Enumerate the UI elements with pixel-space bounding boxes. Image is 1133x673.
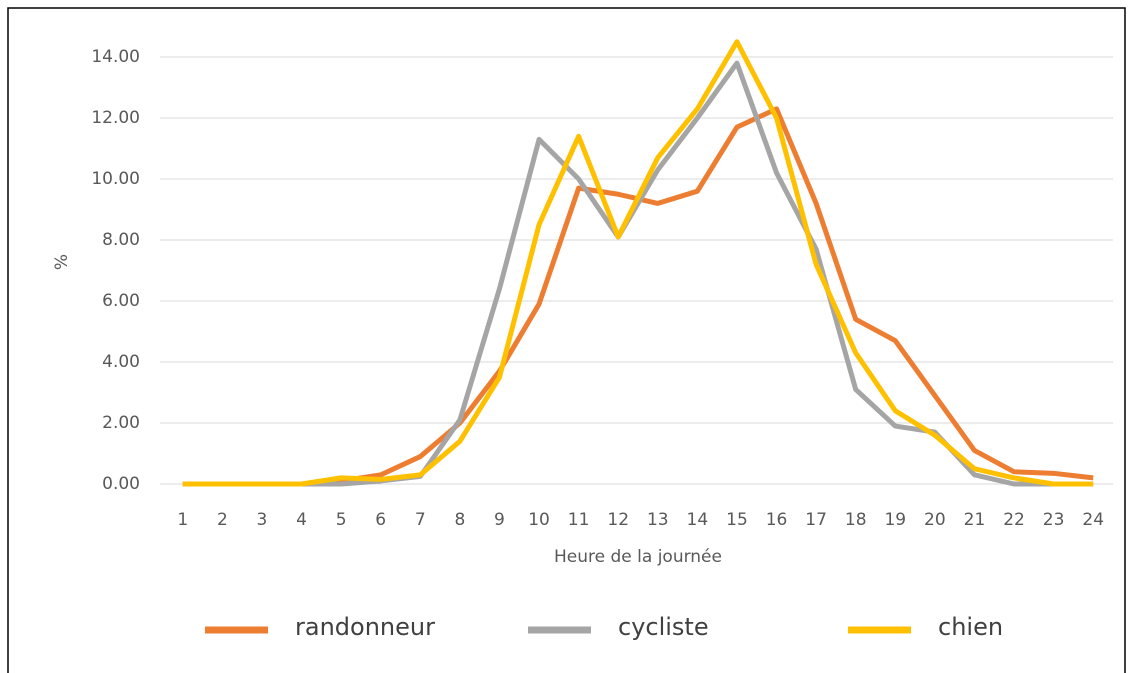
legend-label: chien	[938, 613, 1003, 641]
x-axis-label: Heure de la journée	[554, 547, 722, 567]
x-tick-label: 13	[647, 510, 669, 530]
x-tick-label: 23	[1043, 510, 1065, 530]
x-tick-label: 24	[1082, 510, 1104, 530]
series-line	[182, 106, 1094, 487]
y-tick-label: 0.00	[102, 474, 140, 494]
x-tick-label: 9	[494, 510, 505, 530]
y-tick-label: 6.00	[102, 291, 140, 311]
y-tick-label: 4.00	[102, 352, 140, 372]
x-tick-label: 10	[528, 510, 550, 530]
legend-label: randonneur	[295, 613, 435, 641]
x-tick-label: 11	[568, 510, 590, 530]
series-line	[182, 60, 1094, 487]
x-tick-label: 22	[1003, 510, 1025, 530]
x-tick-label: 17	[805, 510, 827, 530]
x-tick-label: 1	[177, 510, 188, 530]
x-tick-label: 8	[454, 510, 465, 530]
x-tick-label: 14	[687, 510, 709, 530]
y-axis-label: %	[52, 254, 72, 270]
x-tick-label: 2	[217, 510, 228, 530]
frame	[7, 7, 1126, 673]
x-tick-label: 20	[924, 510, 946, 530]
y-tick-label: 14.00	[91, 47, 140, 67]
x-tick-label: 6	[375, 510, 386, 530]
y-tick-label: 8.00	[102, 230, 140, 250]
x-tick-label: 3	[257, 510, 268, 530]
x-tick-label: 4	[296, 510, 307, 530]
y-tick-label: 10.00	[91, 169, 140, 189]
y-tick-label: 12.00	[91, 108, 140, 128]
x-tick-label: 18	[845, 510, 867, 530]
x-tick-label: 12	[607, 510, 629, 530]
x-tick-label: 19	[884, 510, 906, 530]
x-tick-label: 16	[766, 510, 788, 530]
legend-label: cycliste	[618, 613, 709, 641]
x-tick-label: 21	[964, 510, 986, 530]
series-line	[182, 39, 1094, 487]
x-tick-label: 5	[336, 510, 347, 530]
y-tick-label: 2.00	[102, 413, 140, 433]
x-tick-label: 7	[415, 510, 426, 530]
x-tick-label: 15	[726, 510, 748, 530]
